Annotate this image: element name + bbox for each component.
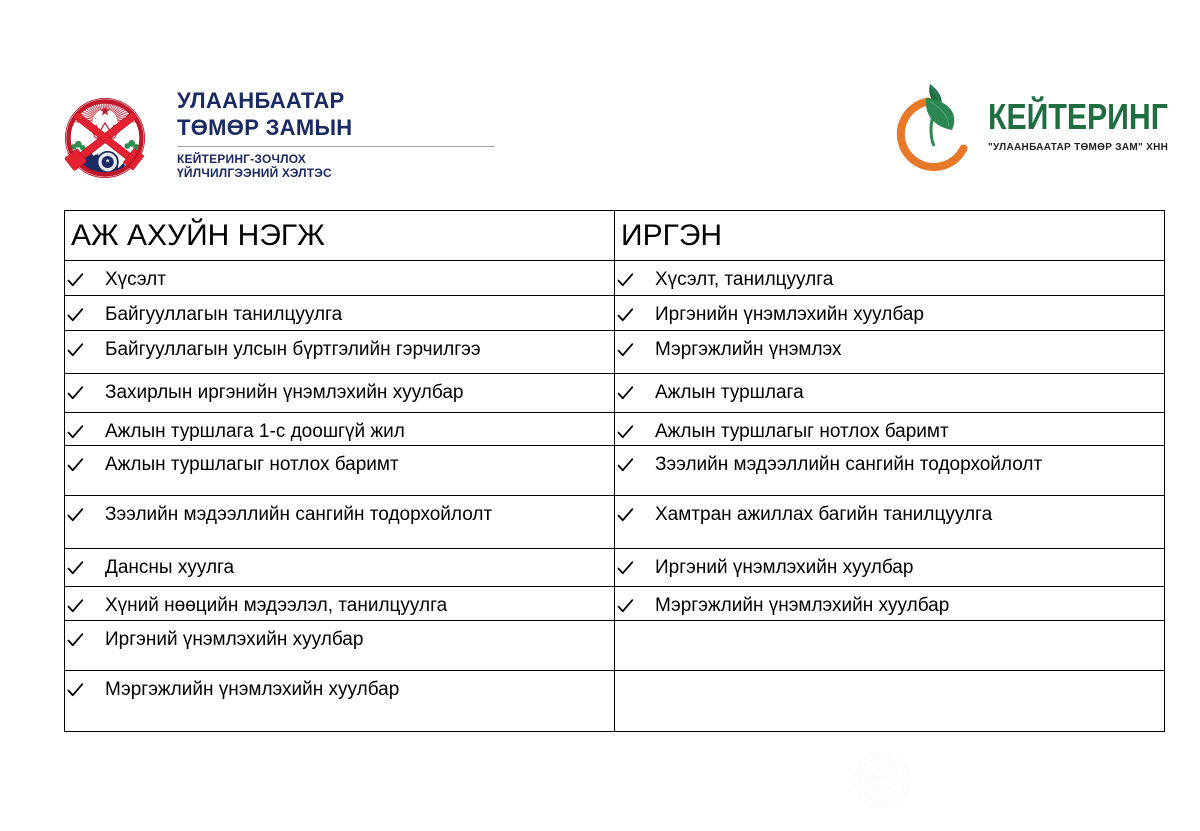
svg-text:★: ★ (99, 104, 111, 119)
